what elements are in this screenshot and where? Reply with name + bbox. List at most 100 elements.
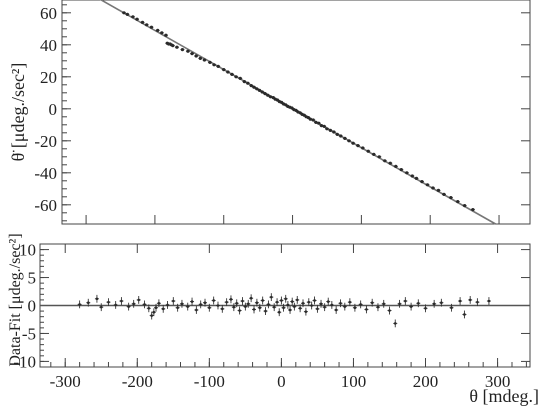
residual-point bbox=[86, 301, 90, 305]
residual-point bbox=[137, 298, 141, 302]
residual-point bbox=[154, 306, 158, 310]
bottom-y-tick-label: 10 bbox=[19, 241, 36, 260]
bottom-x-tick-label: 200 bbox=[413, 372, 439, 391]
residual-point bbox=[255, 301, 259, 305]
residual-point bbox=[458, 299, 462, 303]
bottom-y-tick-label: 5 bbox=[28, 269, 37, 288]
bottom-x-tick-label: -100 bbox=[194, 372, 225, 391]
residual-point bbox=[284, 297, 288, 301]
top-data-point bbox=[420, 180, 424, 184]
residual-point bbox=[150, 314, 153, 317]
bottom-x-axis-label: θ [mdeg.] bbox=[469, 386, 539, 406]
residual-point bbox=[132, 302, 135, 306]
top-data-points bbox=[121, 11, 475, 212]
residual-point bbox=[382, 302, 386, 306]
top-data-point bbox=[242, 80, 246, 84]
top-data-point bbox=[140, 20, 145, 24]
top-data-point bbox=[317, 121, 321, 125]
top-data-point bbox=[361, 146, 365, 150]
bottom-panel: -10 -5 0 5 10 -300 -200 -100 0 100 200 300 Data-Fi… bbox=[7, 233, 539, 406]
top-data-point bbox=[198, 56, 202, 61]
top-data-point bbox=[234, 75, 238, 79]
residual-point bbox=[353, 306, 357, 310]
residual-point bbox=[261, 299, 264, 302]
residual-point bbox=[235, 301, 239, 305]
residual-point bbox=[143, 303, 146, 306]
residual-point bbox=[304, 310, 308, 313]
top-data-point bbox=[202, 58, 207, 62]
top-data-point bbox=[260, 90, 264, 94]
residual-point bbox=[280, 299, 283, 302]
top-data-point bbox=[383, 159, 387, 163]
top-data-point bbox=[311, 118, 315, 122]
residual-point bbox=[365, 308, 368, 311]
top-data-point bbox=[449, 196, 453, 200]
top-data-point bbox=[339, 134, 343, 138]
top-data-point bbox=[399, 168, 403, 172]
residual-point bbox=[286, 303, 290, 307]
bottom-y-axis-label: Data-Fit [μdeg./sec²] bbox=[7, 233, 24, 366]
residual-point bbox=[203, 301, 207, 305]
residual-point bbox=[326, 300, 330, 303]
residual-point bbox=[232, 305, 236, 309]
residual-point bbox=[432, 302, 436, 306]
top-data-point bbox=[463, 204, 467, 208]
top-data-point bbox=[325, 127, 329, 131]
top-y-tick-label: -60 bbox=[34, 196, 57, 215]
top-data-point bbox=[216, 64, 220, 68]
top-data-point bbox=[343, 136, 347, 140]
bottom-x-tick-label: 100 bbox=[341, 372, 367, 391]
residual-point bbox=[95, 297, 99, 301]
top-data-point bbox=[175, 45, 179, 49]
top-data-point bbox=[246, 81, 250, 85]
residual-point bbox=[127, 305, 130, 308]
top-data-point bbox=[257, 88, 262, 92]
top-data-point bbox=[149, 25, 154, 29]
residual-point bbox=[393, 322, 397, 325]
top-data-point bbox=[394, 164, 398, 168]
residual-point bbox=[339, 301, 342, 305]
top-data-point bbox=[135, 17, 139, 21]
residual-point bbox=[348, 300, 352, 304]
top-data-point bbox=[238, 76, 242, 80]
residual-point bbox=[295, 298, 299, 302]
top-data-point bbox=[266, 93, 270, 97]
top-data-point bbox=[322, 124, 326, 128]
top-data-point bbox=[414, 176, 419, 180]
top-data-point bbox=[436, 188, 441, 192]
top-data-point bbox=[212, 63, 216, 67]
top-data-point bbox=[160, 31, 164, 35]
top-data-point bbox=[356, 144, 360, 148]
top-plot-frame bbox=[61, 0, 531, 225]
top-data-point bbox=[431, 186, 435, 190]
residual-point bbox=[180, 302, 184, 306]
residual-point bbox=[147, 306, 151, 310]
bottom-y-axis: -10 -5 0 5 10 bbox=[13, 241, 530, 371]
residual-point bbox=[319, 302, 323, 306]
top-data-point bbox=[194, 54, 198, 58]
residual-point bbox=[225, 300, 228, 304]
top-data-point bbox=[410, 174, 414, 178]
residual-point bbox=[476, 300, 479, 304]
residual-point bbox=[264, 309, 267, 313]
bottom-y-tick-label: -5 bbox=[22, 324, 36, 343]
bottom-y-tick-label: 0 bbox=[28, 297, 37, 316]
top-data-point bbox=[372, 152, 376, 156]
residual-point bbox=[216, 304, 220, 307]
residual-point bbox=[409, 305, 413, 308]
residual-point bbox=[359, 303, 362, 306]
top-y-tick-label: 40 bbox=[40, 36, 57, 55]
residual-point bbox=[282, 306, 285, 310]
top-data-point bbox=[125, 12, 129, 16]
top-data-point bbox=[442, 192, 446, 196]
top-data-point bbox=[255, 87, 259, 91]
residual-point bbox=[440, 301, 443, 305]
residual-point bbox=[267, 303, 270, 306]
residual-point bbox=[272, 305, 276, 309]
residual-point bbox=[468, 298, 472, 302]
residual-point bbox=[417, 301, 420, 305]
residual-point bbox=[208, 306, 211, 310]
top-data-point bbox=[180, 48, 185, 52]
residual-point bbox=[212, 299, 215, 302]
top-data-point bbox=[230, 72, 234, 76]
